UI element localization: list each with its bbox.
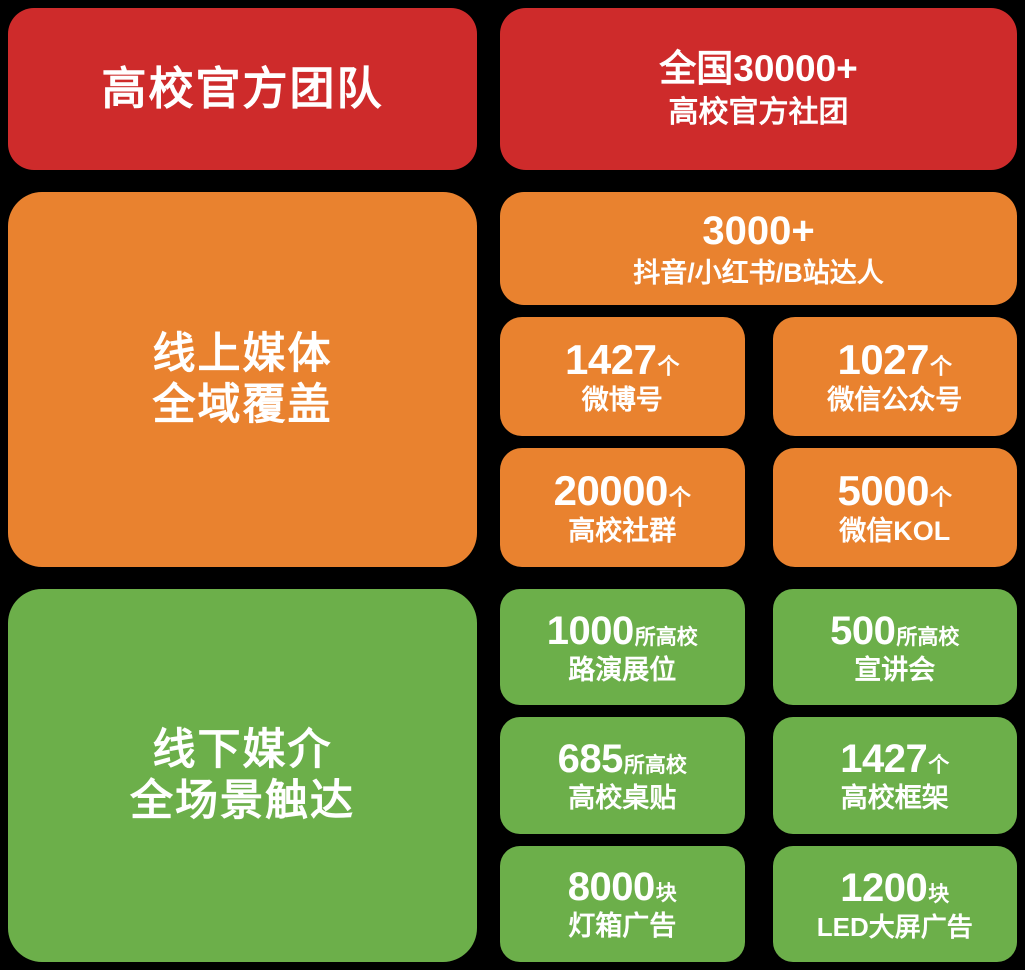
orange-feature-number: 3000+ (702, 208, 815, 253)
orange-stat-unit: 个 (657, 354, 680, 380)
green-stat-number: 8000 (567, 865, 655, 910)
green-stat-number: 1000 (546, 608, 634, 653)
orange-stats-stack: 3000+ 抖音/小红书/B站达人 1427 个 微博号 1027 个 微信 (500, 192, 1017, 567)
orange-section: 线上媒体 全域覆盖 3000+ 抖音/小红书/B站达人 1427 个 微博号 (8, 192, 1017, 567)
orange-stat-value: 1027 个 (837, 336, 952, 384)
orange-stat-label: 微信KOL (839, 516, 951, 547)
green-panel-title-line2: 全场景触达 (130, 777, 355, 825)
green-stat-label: LED大屏广告 (816, 912, 973, 943)
green-stat-value: 500 所高校 (830, 609, 959, 653)
red-highlight-headline: 全国30000+ (659, 47, 858, 89)
orange-stat-value: 20000 个 (553, 467, 691, 515)
orange-feature-card: 3000+ 抖音/小红书/B站达人 (500, 192, 1017, 305)
red-panel-title: 高校官方团队 (101, 62, 384, 114)
orange-stat-card: 1427 个 微博号 (500, 317, 745, 436)
orange-panel-title: 线上媒体 全域覆盖 (153, 327, 333, 432)
orange-panel-title-line1: 线上媒体 (152, 329, 333, 378)
red-highlight-card: 全国30000+ 高校官方社团 (500, 8, 1017, 170)
green-stat-number: 1427 (840, 737, 928, 782)
orange-stat-number: 1427 (565, 336, 657, 384)
green-stat-number: 685 (557, 737, 624, 782)
orange-stat-unit: 个 (929, 354, 952, 380)
orange-category-panel: 线上媒体 全域覆盖 (8, 192, 477, 567)
green-stat-unit: 个 (928, 754, 950, 778)
green-section: 线下媒介 全场景触达 1000 所高校 路演展位 500 所高校 (8, 589, 1017, 962)
green-stat-card: 500 所高校 宣讲会 (772, 589, 1017, 706)
orange-stat-value: 5000 个 (837, 467, 952, 515)
orange-stat-card: 5000 个 微信KOL (772, 448, 1017, 567)
green-stat-unit: 块 (928, 883, 950, 907)
red-section: 高校官方团队 全国30000+ 高校官方社团 (8, 8, 1017, 170)
green-stat-row-2: 685 所高校 高校桌贴 1427 个 高校框架 (500, 717, 1017, 834)
green-stat-label: 路演展位 (568, 654, 677, 685)
orange-stat-card: 20000 个 高校社群 (500, 448, 745, 567)
green-stat-unit: 所高校 (634, 625, 698, 649)
green-panel-title-line1: 线下媒介 (152, 725, 333, 774)
green-category-panel: 线下媒介 全场景触达 (8, 589, 477, 962)
green-stat-unit: 所高校 (623, 754, 687, 778)
green-stat-label: 高校桌贴 (568, 783, 677, 814)
orange-stat-number: 5000 (837, 467, 930, 515)
orange-stat-number: 20000 (553, 467, 669, 515)
red-category-panel: 高校官方团队 (8, 8, 477, 170)
green-stat-number: 500 (830, 608, 896, 653)
green-stat-unit: 块 (655, 882, 677, 906)
green-stat-label: 高校框架 (840, 783, 949, 814)
green-stat-value: 1000 所高校 (547, 609, 698, 653)
orange-stat-row-2: 20000 个 高校社群 5000 个 微信KOL (500, 448, 1017, 567)
green-stat-card: 8000 块 灯箱广告 (500, 845, 745, 962)
orange-stat-label: 微博号 (581, 385, 663, 416)
orange-panel-title-line2: 全域覆盖 (152, 381, 333, 429)
green-stat-card: 685 所高校 高校桌贴 (500, 717, 745, 834)
green-stat-row-3: 8000 块 灯箱广告 1200 块 LED大屏广告 (500, 845, 1017, 962)
green-panel-title: 线下媒介 全场景触达 (130, 723, 355, 828)
orange-stat-unit: 个 (668, 485, 691, 511)
green-stat-card: 1200 块 LED大屏广告 (772, 845, 1017, 962)
orange-stat-label: 高校社群 (568, 516, 677, 547)
orange-stat-row-1: 1427 个 微博号 1027 个 微信公众号 (500, 317, 1017, 436)
green-stat-value: 1200 块 (840, 866, 949, 910)
red-highlight-sublabel: 高校官方社团 (668, 96, 849, 130)
green-stat-card: 1427 个 高校框架 (772, 717, 1017, 834)
orange-stat-number: 1027 (837, 336, 930, 384)
green-stat-number: 1200 (840, 866, 928, 911)
green-stat-value: 1427 个 (840, 737, 949, 781)
green-stat-label: 灯箱广告 (568, 911, 677, 942)
orange-feature-label: 抖音/小红书/B站达人 (633, 257, 884, 288)
green-stat-unit: 所高校 (896, 625, 960, 649)
orange-stat-label: 微信公众号 (827, 385, 963, 416)
orange-stat-unit: 个 (929, 485, 952, 511)
green-stats-grid: 1000 所高校 路演展位 500 所高校 宣讲会 685 (500, 589, 1017, 962)
green-stat-value: 685 所高校 (558, 737, 687, 781)
green-stat-label: 宣讲会 (854, 654, 936, 685)
orange-stat-value: 1427 个 (565, 336, 680, 384)
orange-stat-card: 1027 个 微信公众号 (772, 317, 1017, 436)
green-stat-card: 1000 所高校 路演展位 (500, 589, 745, 706)
green-stat-row-1: 1000 所高校 路演展位 500 所高校 宣讲会 (500, 589, 1017, 706)
green-stat-value: 8000 块 (568, 865, 677, 909)
